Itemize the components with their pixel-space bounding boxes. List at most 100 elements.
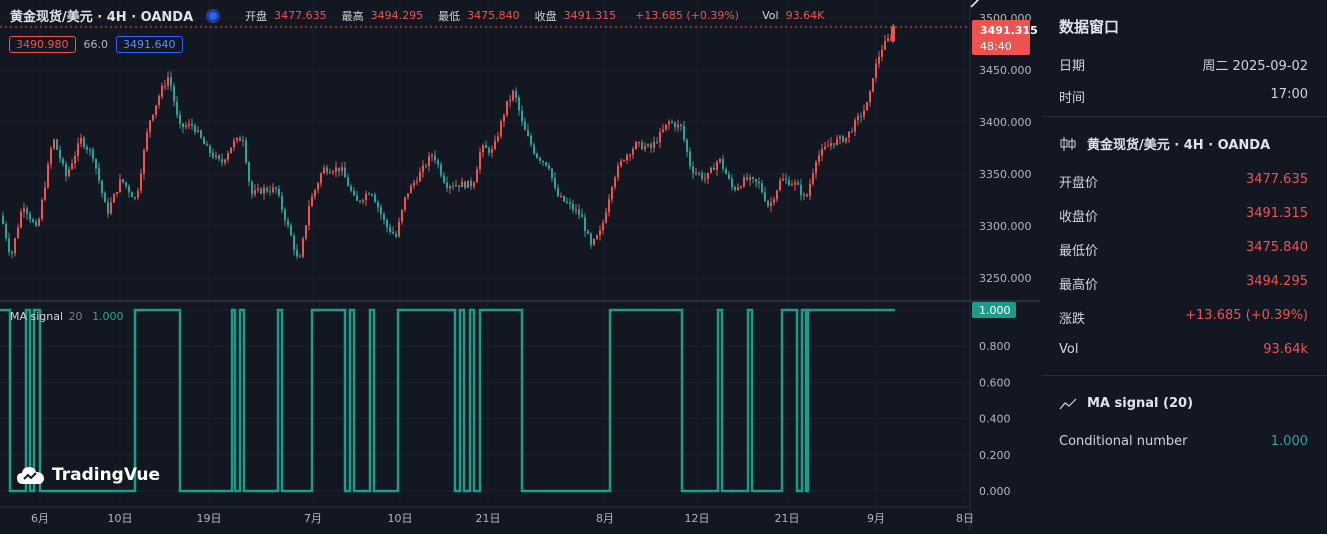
candle-body — [482, 145, 484, 153]
candle-body — [65, 163, 67, 177]
candle-body — [767, 201, 769, 207]
candle-body — [50, 148, 52, 165]
market-status-icon[interactable] — [206, 8, 221, 23]
candle-body — [11, 251, 13, 254]
data-window-panel: 数据窗口 日期 周二 2025-09-02 时间 17:00 黄金现货/美元 ·… — [1043, 0, 1327, 530]
candle-body — [572, 203, 574, 210]
high-row-label: 最高价 — [1059, 278, 1099, 293]
candle-body — [848, 131, 850, 138]
candle-body — [158, 96, 160, 106]
candle-body — [626, 154, 628, 161]
candle-body — [245, 140, 247, 163]
candle-body — [638, 142, 640, 144]
candle-body — [578, 209, 580, 215]
candle-body — [656, 141, 658, 143]
candle-body — [188, 123, 190, 126]
candle-body — [113, 193, 115, 203]
price-tick-label: 3300.000 — [979, 220, 1032, 233]
candle-body — [446, 182, 448, 189]
conditional-row: Conditional number 1.000 — [1059, 434, 1308, 449]
candle-body — [881, 49, 883, 57]
candle-body — [422, 165, 424, 172]
candle-body — [539, 157, 541, 161]
high-label: 最高 — [341, 9, 364, 23]
ma-signal-legend[interactable]: MA signal 20 1.000 — [10, 310, 124, 323]
candle-body — [878, 56, 880, 64]
indicator-header[interactable]: MA signal (20) — [1059, 396, 1193, 411]
bid-button[interactable]: 3490.980 — [9, 36, 76, 53]
candle-body — [614, 177, 616, 188]
tradingvue-logo[interactable]: TradingVue — [16, 464, 160, 486]
candle-body — [500, 121, 502, 137]
candle-body — [35, 221, 37, 226]
candle-body — [383, 214, 385, 220]
signal-tick-label: 0.000 — [979, 485, 1011, 498]
candle-body — [752, 177, 754, 179]
candle-body — [233, 140, 235, 148]
candle-body — [41, 199, 43, 220]
candle-body — [182, 123, 184, 128]
candle-body — [101, 180, 103, 193]
candle-body — [731, 178, 733, 188]
candle-body — [806, 194, 808, 197]
chart-canvas[interactable]: 3500.0003450.0003400.0003350.0003300.000… — [0, 0, 1040, 530]
candle-body — [536, 153, 538, 158]
candle-body — [458, 185, 460, 188]
high-value: 3494.295 — [370, 9, 424, 22]
spread-value: 66.0 — [83, 38, 109, 51]
candle-body — [269, 191, 271, 193]
candle-body — [416, 181, 418, 183]
symbol-title[interactable]: 黄金现货/美元 · 4H · OANDA — [10, 10, 194, 25]
candle-body — [740, 186, 742, 188]
candle-body — [830, 143, 832, 146]
candle-body — [464, 181, 466, 188]
candle-body — [140, 173, 142, 191]
candle-body — [152, 114, 154, 121]
candle-body — [155, 105, 157, 115]
candle-body — [374, 194, 376, 203]
candle-body — [293, 235, 295, 250]
time-tick-label: 6月 — [31, 512, 49, 525]
vol-value: 93.64K — [785, 9, 825, 22]
candle-body — [770, 202, 772, 207]
candle-body — [545, 162, 547, 166]
candle-body — [236, 137, 238, 141]
candle-body — [206, 144, 208, 146]
chart-area[interactable]: 3500.000 3450.000 3400.000 3350.000 3300.000… — [0, 0, 1040, 530]
candle-body — [707, 172, 709, 179]
candle-body — [749, 177, 751, 180]
ma-signal-name: MA signal — [10, 310, 64, 323]
candle-body — [287, 220, 289, 226]
candle-body — [527, 130, 529, 136]
series-title: 黄金现货/美元 · 4H · OANDA — [1087, 138, 1271, 153]
candle-body — [605, 212, 607, 223]
candle-body — [230, 147, 232, 154]
candle-body — [497, 136, 499, 141]
open-row: 开盘价 3477.635 — [1059, 172, 1308, 191]
candle-body — [23, 208, 25, 212]
candle-body — [797, 182, 799, 185]
candle-body — [17, 227, 19, 239]
candle-body — [569, 202, 571, 204]
close-icon[interactable] — [970, 0, 980, 8]
series-header[interactable]: 黄金现货/美元 · 4H · OANDA — [1059, 134, 1270, 153]
candle-body — [5, 223, 7, 239]
candle-body — [662, 129, 664, 132]
candle-body — [326, 167, 328, 173]
candle-body — [368, 193, 370, 195]
candle-body — [395, 233, 397, 237]
candle-body — [659, 131, 661, 143]
candle-body — [146, 132, 148, 151]
signal-tick-label: 0.800 — [979, 340, 1011, 353]
ask-button[interactable]: 3491.640 — [116, 36, 183, 53]
candle-body — [515, 90, 517, 98]
candle-body — [599, 230, 601, 236]
candle-body — [185, 125, 187, 128]
candle-body — [323, 167, 325, 174]
candle-body — [104, 192, 106, 203]
candle-body — [788, 179, 790, 186]
candle-body — [407, 193, 409, 198]
time-tick-label: 19日 — [197, 512, 222, 525]
candle-body — [122, 179, 124, 183]
change-row: 涨跌 +13.685 (+0.39%) — [1059, 308, 1308, 327]
